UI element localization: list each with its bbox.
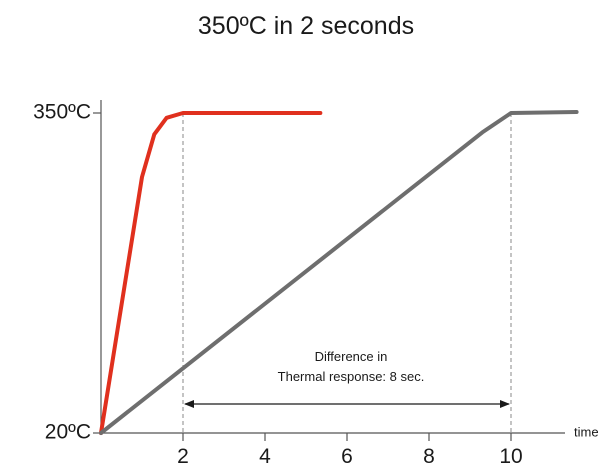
x-axis-title: time: [574, 424, 599, 439]
x-tick-label: 2: [177, 445, 189, 468]
series-line-1: [99, 111, 323, 435]
x-tick-label: 8: [423, 445, 435, 468]
y-tick-label: 350ºC: [33, 101, 91, 124]
x-tick-label: 10: [499, 445, 522, 468]
annotation-line-2: Thermal response: 8 sec.: [278, 369, 425, 384]
x-tick-label: 4: [259, 445, 271, 468]
y-tick-label: 20ºC: [45, 421, 91, 444]
x-tick-label: 6: [341, 445, 353, 468]
chart-title: 350ºC in 2 seconds: [197, 12, 415, 40]
series-line-2: [99, 110, 579, 435]
annotation-line-1: Difference in: [315, 349, 388, 364]
